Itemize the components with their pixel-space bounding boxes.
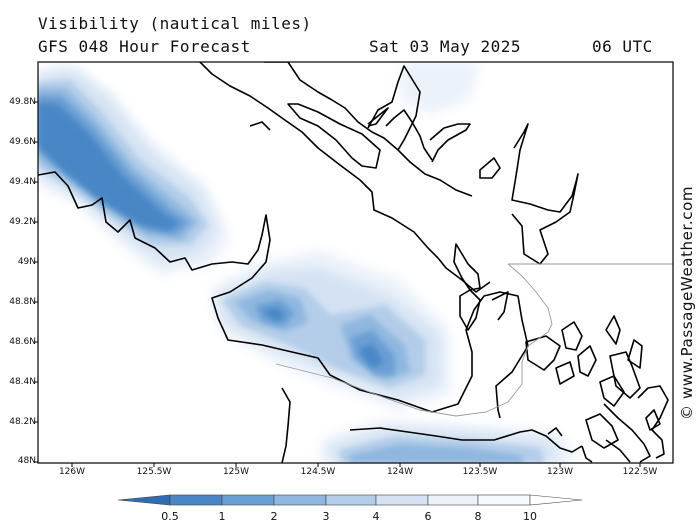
lat-label: 49N — [17, 257, 36, 267]
lon-label: 125W — [222, 467, 250, 477]
lat-label: 48N — [17, 456, 36, 466]
forecast-time: 06 UTC — [592, 37, 653, 56]
lat-label: 49.2N — [9, 217, 36, 227]
lat-label: 48.6N — [9, 337, 36, 347]
colorbar — [117, 494, 583, 506]
lat-label: 48.2N — [9, 417, 36, 427]
colorbar-segment — [273, 494, 327, 506]
colorbar-label: 1 — [218, 510, 226, 523]
lon-label: 123.5W — [462, 467, 498, 477]
lat-label: 48.8N — [9, 297, 36, 307]
forecast-label: GFS 048 Hour Forecast — [38, 37, 251, 56]
border-lines — [275, 263, 673, 417]
colorbar-segment — [169, 494, 223, 506]
lat-label: 49.6N — [9, 137, 36, 147]
lat-label: 49.4N — [9, 177, 36, 187]
colorbar-label: 8 — [474, 510, 482, 523]
colorbar-segment — [529, 494, 583, 506]
lon-label: 122.5W — [622, 467, 658, 477]
colorbar-segment — [117, 494, 171, 506]
lon-label: 123W — [546, 467, 574, 477]
lon-label: 124.5W — [300, 467, 336, 477]
watermark: © www.PassageWeather.com — [678, 185, 696, 420]
lat-label: 49.8N — [9, 97, 36, 107]
colorbar-segment — [427, 494, 479, 506]
colorbar-label: 4 — [372, 510, 380, 523]
colorbar-label: 10 — [523, 510, 537, 523]
lon-label: 126W — [58, 467, 86, 477]
colorbar-label: 0.5 — [161, 510, 179, 523]
colorbar-label: 6 — [424, 510, 432, 523]
colorbar-segment — [375, 494, 429, 506]
forecast-date: Sat 03 May 2025 — [369, 37, 521, 56]
colorbar-segment — [325, 494, 377, 506]
colorbar-label: 2 — [270, 510, 278, 523]
map-title: Visibility (nautical miles) — [38, 14, 312, 33]
lon-label: 125.5W — [136, 467, 172, 477]
colorbar-label: 3 — [322, 510, 330, 523]
coastlines — [38, 62, 669, 463]
lon-label: 124W — [386, 467, 414, 477]
colorbar-segment — [477, 494, 531, 506]
lat-label: 48.4N — [9, 377, 36, 387]
axis-ticks — [34, 101, 641, 467]
colorbar-segment — [221, 494, 275, 506]
